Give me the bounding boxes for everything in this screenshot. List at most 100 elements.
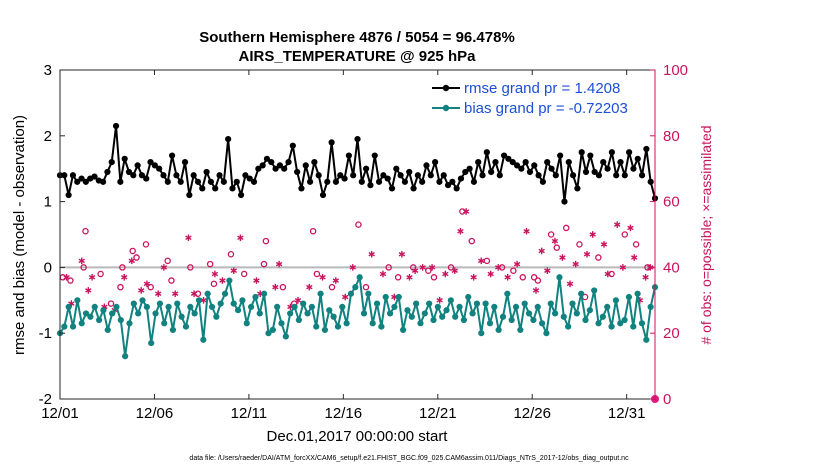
series-point-bias: [630, 323, 637, 330]
series-point-rmse: [194, 178, 202, 185]
obs-assimilated-point: [411, 267, 419, 274]
legend-bias-label: bias grand pr = -0.72203: [464, 100, 628, 117]
series-point-bias: [278, 320, 285, 327]
obs-possible-point: [328, 283, 336, 291]
series-point-bias: [282, 333, 289, 340]
series-point-rmse: [173, 172, 180, 179]
obs-assimilated-point: [160, 264, 168, 271]
obs-assimilated-point: [600, 241, 608, 248]
obs-possible-point: [309, 227, 317, 235]
obs-possible-point: [547, 231, 555, 238]
series-point-bias: [373, 300, 381, 307]
obs-possible-point: [164, 257, 171, 265]
series-point-bias: [530, 316, 537, 324]
series-point-bias: [612, 297, 620, 304]
obs-assimilated-point: [128, 257, 135, 265]
series-point-rmse: [626, 149, 633, 156]
obs-assimilated-point: [155, 290, 162, 298]
series-point-rmse: [151, 162, 158, 169]
obs-possible-point: [240, 270, 248, 278]
series-point-bias: [165, 303, 172, 310]
series-point-bias: [95, 316, 103, 324]
series-point-bias: [295, 316, 302, 324]
y-right-tick-label: 20: [663, 325, 680, 342]
obs-assimilated-point: [642, 273, 649, 281]
series-point-rmse: [384, 175, 391, 182]
series-point-rmse: [604, 165, 611, 172]
series-point-bias: [569, 300, 576, 307]
series-point-rmse: [531, 162, 538, 169]
obs-assimilated-point: [478, 257, 485, 265]
series-point-bias: [552, 310, 559, 317]
series-point-rmse: [212, 185, 219, 192]
obs-possible-point: [97, 270, 104, 278]
obs-assimilated-point: [470, 273, 477, 281]
series-point-bias: [200, 336, 207, 343]
obs-assimilated-point: [306, 283, 313, 291]
series-point-bias: [261, 290, 268, 297]
series-point-bias: [191, 310, 198, 317]
obs-assimilated-point: [559, 254, 566, 261]
y-right-tick-label: 80: [663, 128, 680, 145]
series-point-bias: [287, 310, 294, 317]
series-point-bias: [556, 274, 563, 281]
obs-assimilated-point: [88, 273, 96, 281]
series-point-bias: [109, 310, 116, 317]
series-point-rmse: [630, 165, 637, 172]
series-point-bias: [621, 316, 628, 324]
series-point-rmse: [237, 191, 245, 199]
series-point-bias: [378, 323, 385, 330]
series-point-rmse: [578, 149, 585, 156]
series-point-bias: [347, 290, 355, 297]
series-point-rmse: [199, 185, 206, 192]
series-point-rmse: [561, 198, 568, 205]
series-point-rmse: [302, 162, 309, 169]
series-point-bias: [386, 310, 394, 317]
series-point-rmse: [259, 162, 266, 169]
obs-possible-point: [447, 264, 455, 271]
series-point-bias: [534, 303, 541, 310]
series-point-bias: [174, 300, 181, 307]
series-point-rmse: [117, 178, 124, 185]
series-point-bias: [608, 323, 615, 330]
series-point-bias: [274, 303, 281, 310]
series-point-bias: [247, 303, 255, 310]
obs-assimilated-point: [538, 247, 545, 255]
footer-data-file: data file: /Users/raeder/DAI/ATM_forcXX/…: [189, 455, 629, 462]
series-point-rmse: [268, 159, 275, 166]
obs-possible-point: [510, 267, 517, 274]
series-point-bias: [434, 303, 441, 310]
obs-possible-point: [394, 274, 402, 281]
series-point-bias: [252, 293, 259, 301]
series-point-bias: [482, 300, 489, 307]
series-point-bias: [382, 293, 389, 301]
obs-assimilated-point: [436, 297, 443, 304]
series-point-bias: [256, 310, 263, 317]
series-point-bias: [439, 313, 446, 320]
series-point-bias: [87, 313, 94, 320]
series-point-bias: [599, 313, 606, 320]
series-point-rmse: [143, 175, 150, 182]
series-point-bias: [582, 316, 589, 324]
series-point-rmse: [449, 178, 456, 185]
series-point-rmse: [324, 178, 331, 185]
axes-ticks: 12/01 12/06 12/11 12/16 12/21 12/26 12/31 -2 -1 0…: [39, 62, 688, 422]
series-point-bias: [517, 326, 524, 334]
series-point-bias: [413, 300, 420, 307]
series-point-rmse: [298, 185, 305, 192]
legend-rmse-marker: [442, 84, 450, 92]
series-point-bias: [139, 297, 146, 304]
series-point-rmse: [78, 175, 85, 182]
y-axis-label: rmse and bias (model - observation): [11, 115, 28, 355]
series-point-bias: [591, 287, 598, 294]
series-point-rmse: [285, 159, 292, 166]
series-point-bias: [152, 310, 159, 317]
series-point-rmse: [488, 168, 495, 176]
obs-assimilated-point: [253, 277, 260, 284]
series-point-rmse: [569, 172, 577, 179]
series-point-rmse: [638, 172, 646, 179]
obs-possible-point: [107, 300, 115, 307]
obs-assimilated-point: [544, 267, 551, 274]
obs-assimilated-point: [138, 287, 145, 294]
